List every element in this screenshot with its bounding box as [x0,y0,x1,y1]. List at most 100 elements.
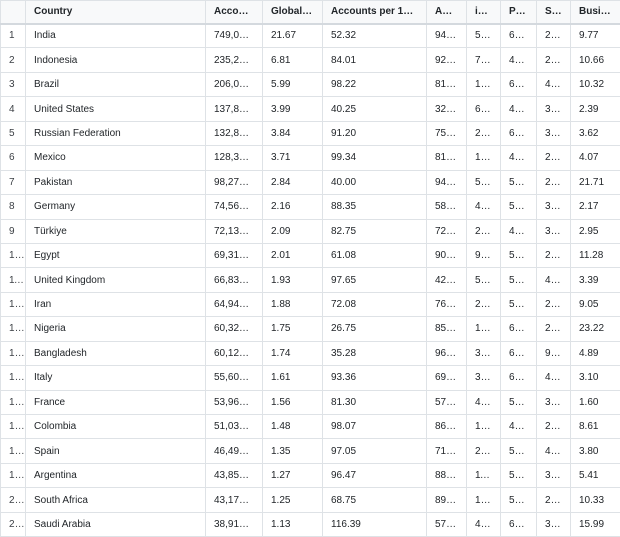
table-row[interactable]: 17 Colombia 51,030,811 1.48 98.07 86.73 13.27 4… [0,413,620,440]
cell-business: 4.07 [570,145,620,171]
cell-global_share: 1.88 [262,291,323,318]
table-row[interactable]: 20 South Africa 43,171,922 1.25 68.75 89.81 10… [0,487,620,513]
table-row[interactable]: 13 Nigeria 60,325,977 1.75 26.75 85.59 14.41 60… [0,316,620,342]
table-row[interactable]: 8 Germany 74,565,425 2.16 88.35 58.13 41.87 51.… [0,194,620,220]
table-row[interactable]: 15 Italy 55,606,677 1.61 93.36 69.53 30.47 68.4… [0,365,620,391]
cell-business: 10.66 [570,47,620,73]
cell-accounts: 69,317,806 [205,242,263,269]
cell-android: 89.81 [426,487,467,513]
cell-per_100_capita: 61.08 [322,242,427,269]
table-row[interactable]: 3Brazil206,049,2245.9998.2281.4218.5861.… [0,71,620,98]
cell-country: France [25,389,206,416]
cell-android: 90.07 [426,242,467,269]
column-header-global_share[interactable]: Global Share [262,0,323,25]
cell-global_share: 1.35 [262,438,323,464]
cell-business: 4.89 [570,340,620,367]
cell-country: Nigeria [25,316,206,342]
cell-global_share: 1.13 [262,511,323,537]
table-row[interactable]: 7 Pakistan 98,277,665 2.84 40.00 94.65 5.35 58.… [0,169,620,196]
cell-status: 20.00 [536,169,571,196]
column-header-country[interactable]: Country [25,0,206,25]
cell-global_share: 1.56 [262,389,323,416]
cell-ios: 57.28 [466,267,501,293]
cell-picture: 58.99 [500,487,537,513]
cell-status: 25.08 [536,242,571,269]
cell-business: 3.80 [570,438,620,464]
column-header-ios[interactable]: iOS [466,0,501,25]
cell-rank: 14 [0,340,26,367]
cell-accounts: 128,324,166 [205,145,263,171]
table-row[interactable]: 2Indonesia235,245,0776.8184.0192.357.654… [0,47,620,73]
cell-rank: 17 [0,413,26,440]
cell-business: 1.60 [570,389,620,416]
cell-status: 24.27 [536,413,571,440]
cell-rank: 21 [0,511,26,537]
cell-picture: 62.22 [500,22,537,49]
column-header-picture[interactable]: Picture [500,0,537,25]
cell-global_share: 3.71 [262,145,323,171]
cell-android: 94.65 [426,169,467,196]
table-row[interactable]: 9 Türkiye 72,131,903 2.09 82.75 72.72 27.28 47.… [0,218,620,244]
cell-country: Iran [25,291,206,318]
cell-country: Egypt [25,242,206,269]
table-row[interactable]: 21 Saudi Arabia 38,910,335 1.13 116.39 57.45 4… [0,511,620,537]
cell-business: 2.17 [570,194,620,220]
cell-picture: 58.15 [500,438,537,464]
cell-per_100_capita: 98.07 [322,413,427,440]
table-row[interactable]: 6Mexico128,324,1663.7199.3481.7318.2746.… [0,145,620,171]
cell-accounts: 749,075,246 [205,22,263,49]
column-header-status[interactable]: Status [536,0,571,25]
cell-global_share: 5.99 [262,71,323,98]
cell-accounts: 98,277,665 [205,169,263,196]
column-header-accounts[interactable]: Accounts [205,0,263,25]
cell-android: 42.72 [426,267,467,293]
cell-per_100_capita: 72.08 [322,291,427,318]
cell-android: 32.62 [426,96,467,122]
table-row[interactable]: 11 United Kingdom 66,835,822 1.93 97.65 42.72… [0,267,620,293]
cell-country: United Kingdom [25,267,206,293]
table-row[interactable]: 18 Spain 46,495,245 1.35 97.05 71.87 28.13 58.1… [0,438,620,464]
cell-accounts: 55,606,677 [205,365,263,391]
column-header-per_100_capita[interactable]: Accounts per 100 Capita [322,0,427,25]
table-row[interactable]: 10 Egypt 69,317,806 2.01 61.08 90.07 9.93 53.16… [0,242,620,269]
column-header-rank[interactable] [0,0,26,25]
table-row[interactable]: 16 France 53,967,206 1.56 81.30 57.93 42.07 50.… [0,389,620,416]
cell-ios: 7.65 [466,47,501,73]
cell-country: Saudi Arabia [25,511,206,537]
cell-global_share: 1.27 [262,462,323,489]
cell-per_100_capita: 93.36 [322,365,427,391]
cell-accounts: 74,565,425 [205,194,263,220]
cell-per_100_capita: 81.30 [322,389,427,416]
table-row[interactable]: 1India749,075,24621.6752.3294.955.0562.2… [0,22,620,49]
cell-status: 36.74 [536,389,571,416]
cell-global_share: 2.01 [262,242,323,269]
cell-accounts: 46,495,245 [205,438,263,464]
cell-per_100_capita: 40.00 [322,169,427,196]
cell-global_share: 21.67 [262,22,323,49]
cell-accounts: 132,855,022 [205,120,263,147]
cell-global_share: 2.09 [262,218,323,244]
cell-business: 15.99 [570,511,620,537]
cell-per_100_capita: 116.39 [322,511,427,537]
cell-rank: 12 [0,291,26,318]
table-row[interactable]: 12 Iran 64,945,192 1.88 72.08 76.24 23.76 53.58… [0,291,620,318]
cell-rank: 5 [0,120,26,147]
cell-business: 2.39 [570,96,620,122]
table-row[interactable]: 19 Argentina 43,854,434 1.27 96.47 88.40 11.60… [0,462,620,489]
cell-rank: 3 [0,71,26,98]
cell-picture: 58.51 [500,169,537,196]
cell-picture: 46.06 [500,145,537,171]
table-row[interactable]: 14 Bangladesh 60,127,633 1.74 35.28 96.45 3.55… [0,340,620,367]
cell-ios: 28.13 [466,438,501,464]
cell-status: 45.33 [536,267,571,293]
column-header-android[interactable]: Android [426,0,467,25]
column-header-business[interactable]: Business [570,0,620,25]
cell-picture: 68.46 [500,365,537,391]
cell-status: 41.46 [536,71,571,98]
cell-ios: 5.05 [466,22,501,49]
cell-status: 33.40 [536,218,571,244]
cell-per_100_capita: 96.47 [322,462,427,489]
